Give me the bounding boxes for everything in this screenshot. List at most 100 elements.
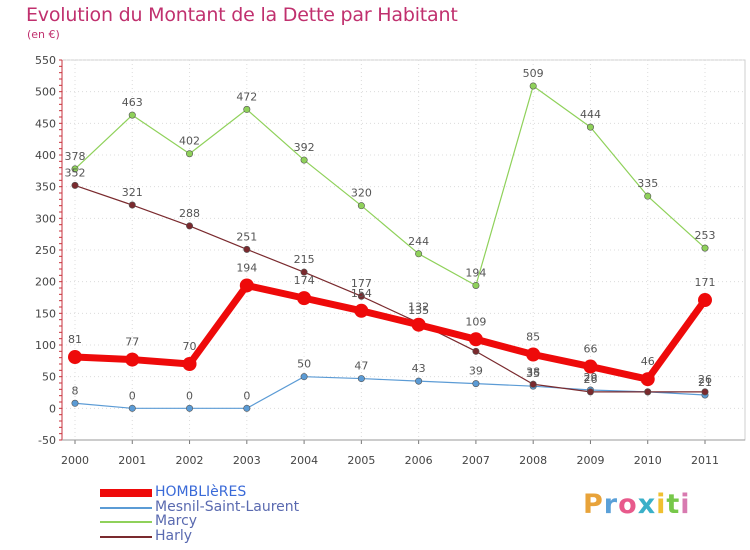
data-point: [415, 250, 423, 258]
legend-swatch: [100, 506, 152, 509]
y-tick-label: 100: [35, 339, 56, 352]
data-point: [243, 245, 251, 253]
y-tick-label: 50: [42, 371, 56, 384]
data-label: 378: [65, 150, 86, 163]
legend-label: Marcy: [155, 513, 198, 529]
data-label: 177: [351, 277, 372, 290]
y-tick-label: 300: [35, 212, 56, 225]
x-tick-label: 2005: [347, 454, 375, 467]
data-point: [125, 352, 140, 367]
data-point: [472, 281, 480, 289]
legend-swatch: [100, 521, 152, 523]
data-point: [415, 377, 423, 385]
logo-letter: i: [680, 489, 691, 520]
data-label: 29: [583, 371, 597, 384]
data-point: [182, 357, 197, 371]
data-point: [701, 388, 709, 396]
y-tick-label: 400: [35, 149, 56, 162]
data-label: 46: [641, 355, 655, 368]
data-point: [701, 244, 709, 252]
x-tick-label: 2011: [691, 454, 719, 467]
series-line: [74, 376, 706, 409]
data-label: 47: [354, 360, 368, 373]
y-tick-label: -50: [38, 434, 56, 447]
x-tick-label: 2010: [634, 454, 662, 467]
data-point: [472, 347, 480, 355]
legend-swatch: [100, 489, 152, 497]
x-tick-label: 2007: [462, 454, 490, 467]
data-label: 321: [122, 186, 143, 199]
data-point: [300, 156, 308, 164]
data-label: 253: [695, 229, 716, 242]
data-label: 38: [526, 365, 540, 378]
data-point: [640, 372, 655, 387]
legend-swatch: [100, 535, 152, 538]
data-label: 171: [695, 276, 716, 289]
data-point: [300, 373, 308, 381]
logo-letter: r: [603, 489, 619, 520]
data-label: 444: [580, 108, 601, 121]
data-point: [698, 293, 712, 308]
data-point: [71, 165, 79, 173]
x-tick-label: 2004: [290, 454, 318, 467]
y-tick-label: 500: [35, 86, 56, 99]
data-point: [529, 380, 537, 388]
data-label: 43: [412, 362, 426, 375]
data-point: [357, 292, 365, 300]
y-tick-label: 550: [35, 54, 56, 67]
data-label: 109: [465, 315, 486, 328]
data-label: 66: [583, 343, 597, 356]
x-tick-label: 2000: [61, 454, 89, 467]
data-point: [300, 268, 308, 276]
data-label: 215: [294, 253, 315, 266]
data-point: [128, 111, 136, 119]
data-label: 77: [125, 336, 139, 349]
data-point: [526, 347, 541, 362]
data-label: 244: [408, 235, 429, 248]
y-tick-label: 350: [35, 181, 56, 194]
series-line: [74, 281, 708, 383]
data-label: 70: [183, 340, 197, 353]
y-tick-label: 0: [49, 402, 56, 415]
legend-label: Mesnil-Saint-Laurent: [155, 498, 300, 515]
series-line: [74, 184, 705, 393]
x-tick-label: 2009: [576, 454, 604, 467]
data-point: [239, 278, 254, 293]
chart-title: Evolution du Montant de la Dette par Hab…: [26, 4, 458, 26]
data-point: [468, 332, 483, 347]
data-label: 132: [408, 301, 429, 314]
data-label: 81: [68, 333, 82, 346]
data-point: [529, 82, 537, 90]
data-point: [186, 222, 194, 230]
data-point: [68, 350, 82, 365]
logo-letter: i: [656, 489, 667, 520]
data-point: [354, 303, 369, 318]
data-label: 135: [408, 304, 429, 317]
data-label: 0: [129, 389, 136, 402]
data-point: [243, 105, 251, 113]
y-tick-label: 250: [35, 244, 56, 257]
data-label: 50: [297, 358, 311, 371]
data-point: [243, 404, 251, 412]
data-label: 35: [526, 367, 540, 380]
data-label: 194: [236, 261, 257, 274]
data-label: 288: [179, 207, 200, 220]
data-label: 85: [526, 331, 540, 344]
y-tick-label: 150: [35, 307, 56, 320]
data-point: [411, 317, 426, 332]
data-label: 0: [186, 389, 193, 402]
data-label: 509: [523, 67, 544, 80]
data-point: [186, 150, 194, 158]
data-label: 320: [351, 187, 372, 200]
data-point: [586, 388, 594, 396]
data-label: 174: [294, 274, 315, 287]
data-point: [71, 181, 79, 189]
data-label: 194: [465, 266, 486, 279]
data-label: 402: [179, 135, 200, 148]
data-label: 26: [583, 373, 597, 386]
data-label: 392: [294, 141, 315, 154]
data-label: 154: [351, 287, 372, 300]
legend-label: HOMBLIèRES: [155, 484, 247, 500]
data-label: 26: [698, 373, 712, 386]
